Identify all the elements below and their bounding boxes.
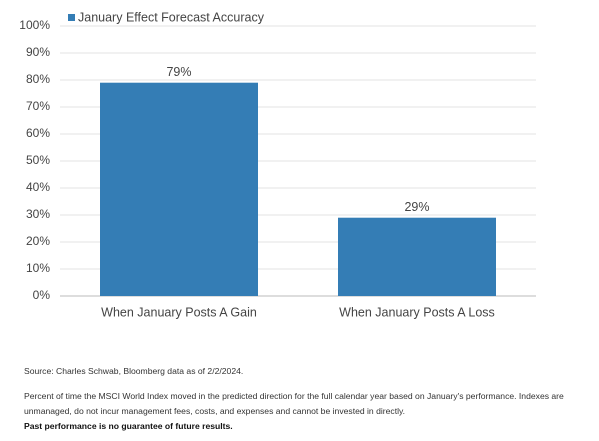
y-tick-label: 70% — [26, 99, 50, 113]
y-tick-label: 50% — [26, 153, 50, 167]
chart: 0% 10% 20% 30% 40% 50% 60% 70% 80% 90% 100% January… — [19, 10, 536, 319]
bar — [100, 82, 258, 296]
source-note: Source: Charles Schwab, Bloomberg data a… — [24, 366, 244, 376]
y-tick-label: 60% — [26, 126, 50, 140]
y-tick-label: 40% — [26, 180, 50, 194]
y-tick-label: 80% — [26, 72, 50, 86]
disclaimer: Percent of time the MSCI World Index mov… — [24, 391, 564, 416]
y-tick-label: 100% — [19, 18, 50, 32]
legend-label: January Effect Forecast Accuracy — [78, 10, 265, 24]
data-label: 29% — [404, 200, 429, 214]
y-tick-label: 20% — [26, 234, 50, 248]
past-performance: Past performance is no guarantee of futu… — [24, 421, 233, 431]
bar — [338, 217, 496, 296]
y-tick-label: 0% — [33, 288, 51, 302]
y-tick-label: 90% — [26, 45, 50, 59]
legend-swatch — [68, 14, 75, 21]
data-label: 79% — [166, 65, 191, 79]
y-tick-label: 30% — [26, 207, 50, 221]
y-tick-label: 10% — [26, 261, 50, 275]
x-tick-label: When January Posts A Loss — [339, 305, 495, 319]
x-tick-label: When January Posts A Gain — [101, 305, 257, 319]
